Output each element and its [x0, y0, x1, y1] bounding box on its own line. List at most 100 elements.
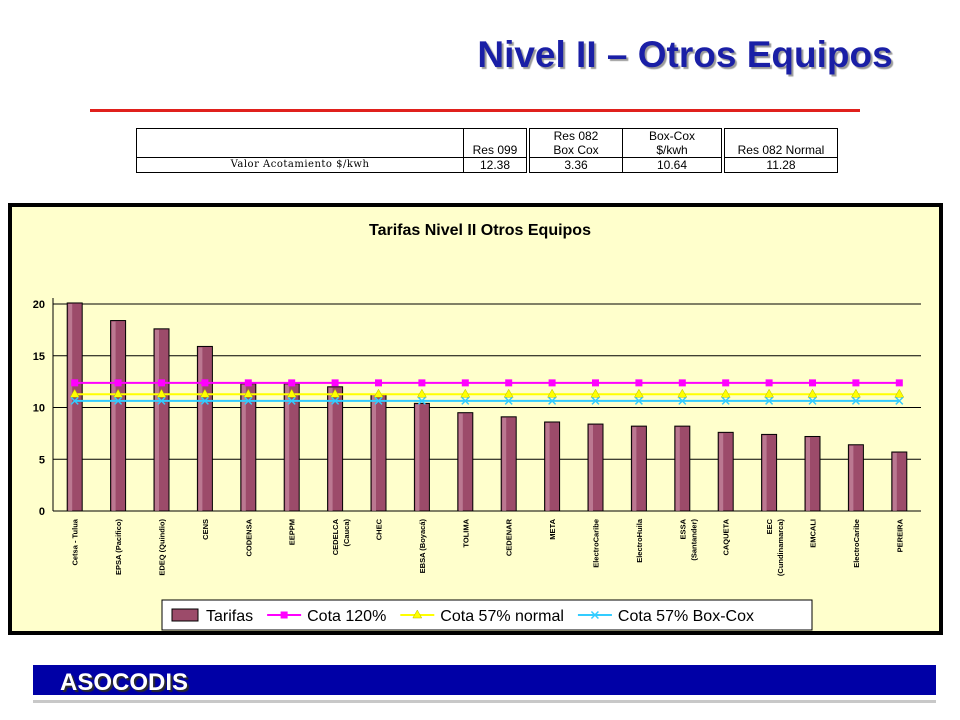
bar-highlight [415, 404, 420, 511]
bar-highlight [502, 417, 507, 511]
y-tick-label: 10 [33, 403, 45, 415]
marker-cota-57-normal [69, 388, 80, 398]
marker-cota-57-box-cox [200, 396, 209, 405]
x-tick-label: PEREIRA [895, 518, 904, 552]
marker-cota-57-normal [720, 388, 731, 398]
marker-cota-57-normal [807, 388, 818, 398]
x-tick-label: EEC [765, 518, 774, 534]
y-tick-label: 15 [33, 351, 45, 363]
x-tick-label: EPSA (Pacifico) [114, 519, 123, 575]
marker-cota-120- [418, 379, 426, 387]
legend-label-cota-120-: Cota 120% [307, 608, 386, 625]
x-tick-label: (Cauca) [342, 519, 351, 547]
header-res099-line1 [463, 128, 527, 143]
marker-cota-57-box-cox [157, 396, 166, 405]
legend-label-cota-57-box-cox: Cota 57% Box-Cox [618, 608, 754, 625]
x-tick-label: CEDELCA [331, 518, 340, 555]
marker-cota-57-normal [113, 388, 124, 398]
marker-cota-57-box-cox [70, 396, 79, 405]
footer-brand: ASOCODIS [60, 669, 189, 696]
table-row-label: Valor Acotamiento $/kwh [136, 157, 464, 173]
x-tick-label: META [548, 518, 557, 539]
x-tick-label: CHEC [375, 518, 384, 540]
chart-legend: Tarifas Cota 120% Cota 57% normal Cota 57% … [161, 599, 813, 631]
marker-cota-57-normal [633, 388, 644, 398]
header-res082boxcox-line2: Box Cox [529, 143, 623, 158]
marker-cota-57-box-cox [244, 396, 253, 405]
x-tick-label: EDEQ (Quindio) [158, 519, 167, 576]
marker-cota-57-normal [330, 388, 341, 398]
chart-title: Tarifas Nivel II Otros Equipos [369, 222, 591, 239]
x-tick-label: ESSA [678, 518, 687, 539]
header-res099-line2: Res 099 [463, 143, 527, 158]
marker-cota-57-normal [677, 388, 688, 398]
bar-highlight [675, 427, 680, 511]
marker-cota-57-box-cox [591, 396, 600, 405]
x-tick-label: TOLIMA [461, 518, 470, 547]
x-tick-label: EEPPM [288, 519, 297, 545]
x-tick-label: EMCALI [809, 519, 818, 548]
marker-cota-120- [375, 379, 382, 387]
marker-cota-57-normal [373, 388, 384, 398]
marker-cota-57-normal [416, 388, 427, 398]
marker-cota-57-box-cox [287, 396, 296, 405]
marker-cota-57-box-cox [765, 396, 774, 405]
bar-highlight [458, 413, 463, 511]
table-corner-cell [136, 128, 464, 143]
marker-cota-120- [678, 379, 686, 387]
legend-marker-cota-57-box-cox [590, 610, 599, 620]
y-tick-label: 0 [39, 506, 45, 518]
marker-cota-57-normal [503, 388, 514, 398]
table-header-row-1: Res 082 Box-Cox [136, 128, 838, 143]
header-boxcox-line2: $/kwh [622, 143, 722, 158]
x-tick-label: CEDENAR [505, 518, 514, 556]
marker-cota-57-normal [590, 388, 601, 398]
marker-cota-120- [852, 379, 860, 387]
bar-highlight [328, 387, 333, 511]
marker-cota-120- [505, 379, 513, 387]
marker-cota-120- [895, 379, 903, 387]
marker-cota-57-box-cox [374, 396, 383, 405]
x-tick-label: (Cundinamarca) [776, 518, 785, 576]
x-tick-label: CAQUETA [722, 518, 731, 555]
value-res082boxcox: 3.36 [529, 157, 623, 173]
y-tick-label: 20 [33, 299, 45, 311]
marker-cota-57-box-cox [114, 396, 123, 405]
marker-cota-57-normal [460, 388, 471, 398]
x-tick-label: CODENSA [244, 518, 253, 556]
marker-cota-57-box-cox [851, 396, 860, 405]
marker-cota-57-normal [286, 388, 297, 398]
marker-cota-57-box-cox [548, 396, 557, 405]
x-tick-label: EBSA (Boyacá) [418, 519, 427, 574]
value-boxcox: 10.64 [622, 157, 722, 173]
bar-highlight [762, 435, 767, 511]
marker-cota-120- [592, 379, 599, 387]
y-tick-label: 5 [39, 454, 45, 466]
marker-cota-57-box-cox [331, 396, 340, 405]
title-divider [90, 109, 860, 112]
header-boxcox-line1: Box-Cox [622, 128, 722, 143]
bar-highlight [241, 384, 246, 511]
marker-cota-57-box-cox [634, 396, 643, 405]
bar-highlight [198, 347, 203, 511]
x-tick-label: ElectroCaribe [852, 519, 861, 568]
marker-cota-57-box-cox [461, 396, 470, 405]
marker-cota-120- [548, 379, 556, 387]
legend-swatch-tarifas [171, 608, 199, 622]
marker-cota-57-box-cox [678, 396, 687, 405]
marker-cota-57-normal [850, 388, 861, 398]
marker-cota-120- [809, 379, 816, 387]
marker-cota-120- [722, 379, 730, 387]
summary-table: Res 082 Box-Cox Res 099 Box Cox $/kwh Re… [136, 128, 838, 173]
table-row: Valor Acotamiento $/kwh 12.38 3.36 10.64… [136, 157, 838, 173]
bar-highlight [589, 425, 593, 511]
plot-layer: 0 5 10 15 20 Cetsa - Tulua EPSA (Pacifico) EDEQ… [33, 298, 921, 576]
legend-label-cota-57-normal: Cota 57% normal [440, 608, 564, 625]
bar-highlight [68, 303, 73, 511]
bar-highlight [372, 395, 376, 511]
x-tick-label: CENS [201, 519, 210, 540]
bar-highlight [545, 422, 550, 511]
marker-cota-57-box-cox [721, 396, 730, 405]
marker-cota-57-normal [243, 388, 254, 398]
marker-cota-120- [765, 379, 773, 387]
